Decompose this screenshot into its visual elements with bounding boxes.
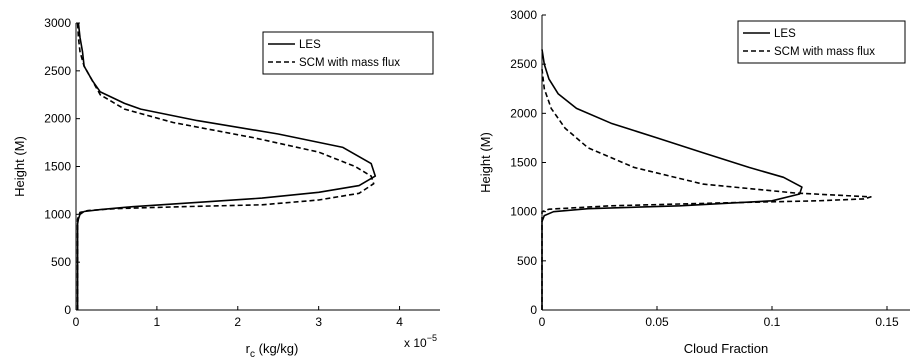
x-tick-label: 0.15 <box>875 315 899 329</box>
legend: LES SCM with mass flux <box>262 31 434 75</box>
x-tick-label: 0.1 <box>764 315 781 329</box>
y-tick-label: 0 <box>530 303 537 317</box>
y-tick-label: 0 <box>64 303 71 317</box>
x-exponent-label: x 10−5 <box>404 333 437 350</box>
y-tick-label: 2500 <box>510 57 537 71</box>
y-tick-label: 1500 <box>510 156 537 170</box>
legend-box <box>737 20 906 64</box>
x-tick-label: 2 <box>234 315 241 329</box>
chart-left: 0 1 2 3 4 0 500 1000 1500 2000 2500 3000 Height (M) r… <box>12 16 440 360</box>
x-tick-label: 1 <box>154 315 161 329</box>
y-tick-label: 2500 <box>44 64 71 78</box>
legend-label-les: LES <box>299 39 321 51</box>
legend-label-scm: SCM with mass flux <box>774 46 875 58</box>
chart-right: 0 0.05 0.1 0.15 0 500 1000 1500 2000 2500 3000 Heig… <box>478 8 910 356</box>
x-axis-label: Cloud Fraction <box>684 341 769 356</box>
y-tick-label: 500 <box>51 255 71 269</box>
x-tick-label: 0 <box>539 315 546 329</box>
y-tick-label: 2000 <box>44 112 71 126</box>
x-tick-label: 0.05 <box>645 315 669 329</box>
series-line-les <box>76 22 377 310</box>
series-line-scm <box>76 22 375 310</box>
legend: LES SCM with mass flux <box>737 20 906 64</box>
y-tick-label: 1000 <box>510 205 537 219</box>
y-axis-label: Height (M) <box>12 136 27 197</box>
x-tick-label: 4 <box>396 315 403 329</box>
y-tick-label: 3000 <box>44 16 71 30</box>
y-tick-label: 1500 <box>44 160 71 174</box>
series-line-les <box>541 49 803 310</box>
x-tick-label: 3 <box>315 315 322 329</box>
y-tick-label: 2000 <box>510 106 537 120</box>
legend-label-scm: SCM with mass flux <box>299 57 400 69</box>
y-tick-label: 1000 <box>44 207 71 221</box>
y-tick-label: 3000 <box>510 8 537 22</box>
series-line-scm <box>541 69 872 310</box>
x-axis-label: rc (kg/kg) <box>246 341 299 359</box>
y-tick-label: 500 <box>517 254 537 268</box>
x-tick-label: 0 <box>73 315 80 329</box>
y-axis-label: Height (M) <box>478 132 493 193</box>
legend-box <box>262 31 434 75</box>
legend-label-les: LES <box>774 28 796 40</box>
